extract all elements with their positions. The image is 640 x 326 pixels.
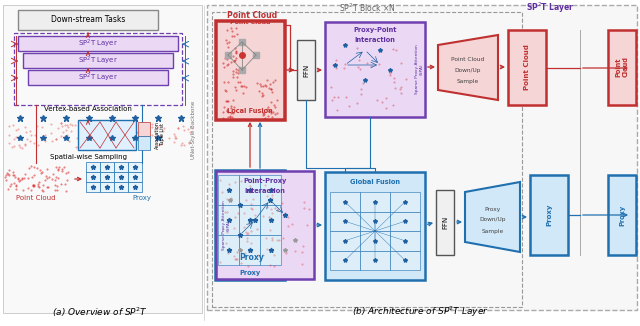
Text: SP$^2$T Block ×N: SP$^2$T Block ×N — [339, 2, 396, 14]
Bar — [100, 162, 114, 172]
Text: SP$^2$T Layer: SP$^2$T Layer — [78, 54, 118, 67]
Text: UNet-Style Backbone: UNet-Style Backbone — [191, 101, 195, 159]
Bar — [330, 231, 360, 250]
Bar — [212, 12, 522, 307]
Bar — [128, 182, 142, 192]
Text: Down/Up: Down/Up — [479, 217, 506, 223]
Text: SP$^2$T Layer: SP$^2$T Layer — [78, 71, 118, 84]
Text: SP$^2$T Layer: SP$^2$T Layer — [525, 1, 574, 15]
Text: Association
Tuple List: Association Tuple List — [155, 121, 165, 149]
Text: Global Fusion: Global Fusion — [350, 179, 400, 185]
Text: (a) Overview of SP$^2$T: (a) Overview of SP$^2$T — [52, 305, 148, 319]
Bar — [608, 175, 636, 255]
Bar — [325, 22, 425, 117]
Bar — [239, 205, 260, 235]
Text: Interaction: Interaction — [244, 188, 285, 194]
Bar — [114, 172, 128, 182]
Text: Down-stream Tasks: Down-stream Tasks — [51, 16, 125, 24]
Bar — [28, 70, 168, 85]
Text: Sparse Proxy Attention
(SPA): Sparse Proxy Attention (SPA) — [415, 45, 423, 94]
Bar — [239, 235, 260, 265]
Text: FFN: FFN — [442, 216, 448, 229]
Polygon shape — [465, 182, 520, 252]
Text: Sample: Sample — [481, 229, 504, 233]
Text: Interaction: Interaction — [355, 37, 396, 43]
Bar — [23, 53, 173, 68]
Bar — [390, 212, 420, 231]
Bar — [86, 182, 100, 192]
Bar — [260, 175, 281, 205]
Text: Proxy: Proxy — [132, 195, 152, 201]
Polygon shape — [438, 35, 498, 100]
Bar — [215, 20, 285, 120]
Bar — [78, 120, 136, 150]
Bar — [138, 136, 150, 150]
Bar — [114, 182, 128, 192]
Bar — [207, 5, 637, 310]
Bar — [18, 36, 178, 51]
Text: Point Cloud: Point Cloud — [451, 57, 484, 62]
Text: Spatial-wise Sampling: Spatial-wise Sampling — [49, 154, 127, 160]
Text: Proxy: Proxy — [546, 204, 552, 226]
Text: FFN: FFN — [303, 63, 309, 77]
Text: (b) Architecture of SP$^2$T Layer: (b) Architecture of SP$^2$T Layer — [351, 305, 488, 319]
Bar — [14, 33, 182, 105]
Text: Proxy: Proxy — [239, 254, 264, 262]
Bar — [530, 175, 568, 255]
Bar — [390, 250, 420, 270]
Bar — [86, 172, 100, 182]
Bar — [218, 175, 239, 205]
Bar — [239, 175, 260, 205]
Text: SP$^2$T Layer: SP$^2$T Layer — [78, 37, 118, 50]
Bar — [360, 250, 390, 270]
Bar — [508, 30, 546, 105]
Bar — [86, 162, 100, 172]
Bar — [330, 212, 360, 231]
Bar — [18, 10, 158, 30]
Bar — [330, 192, 360, 212]
Text: Proxy-Point: Proxy-Point — [353, 27, 397, 33]
Text: Vertex-based Association: Vertex-based Association — [44, 106, 132, 112]
Bar — [436, 190, 454, 255]
Bar — [360, 231, 390, 250]
Text: Local Fusion: Local Fusion — [227, 108, 273, 114]
Bar — [216, 171, 314, 279]
Bar — [608, 30, 636, 105]
Bar — [360, 192, 390, 212]
Bar — [330, 250, 360, 270]
Text: Point
Cloud: Point Cloud — [616, 57, 628, 78]
Bar — [218, 205, 239, 235]
Bar — [138, 122, 150, 136]
Text: Point Cloud: Point Cloud — [16, 195, 56, 201]
Text: Sparse Proxy Attention
(SPA): Sparse Proxy Attention (SPA) — [221, 200, 230, 250]
Bar — [114, 162, 128, 172]
Bar — [215, 170, 285, 280]
Bar — [128, 162, 142, 172]
Text: Proxy: Proxy — [239, 270, 260, 276]
Text: Proxy: Proxy — [484, 206, 500, 212]
Text: Point Cloud: Point Cloud — [227, 11, 277, 21]
Bar — [297, 40, 315, 100]
Bar — [100, 172, 114, 182]
Bar — [390, 192, 420, 212]
Bar — [3, 5, 202, 313]
Text: Sample: Sample — [457, 79, 479, 84]
Bar — [260, 235, 281, 265]
Bar — [100, 182, 114, 192]
Text: Point Cloud: Point Cloud — [230, 21, 270, 25]
Bar — [390, 231, 420, 250]
Bar — [128, 172, 142, 182]
Bar — [216, 21, 284, 119]
Bar — [260, 205, 281, 235]
Text: Down/Up: Down/Up — [455, 68, 481, 73]
Text: Proxy: Proxy — [619, 204, 625, 226]
Text: Point-Proxy: Point-Proxy — [243, 178, 287, 184]
Bar — [325, 172, 425, 280]
Text: Point Cloud: Point Cloud — [524, 45, 530, 90]
Bar — [360, 212, 390, 231]
Bar — [218, 235, 239, 265]
